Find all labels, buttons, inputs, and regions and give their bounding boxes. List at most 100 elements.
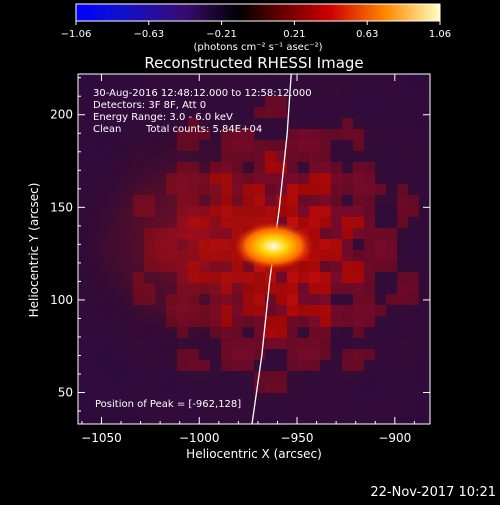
image-pixel [408,107,420,119]
image-pixel [254,107,266,119]
image-pixel [287,85,299,97]
colorbar-tick-label: −1.06 [61,29,92,40]
image-pixel [265,327,277,339]
image-pixel [408,305,420,317]
image-pixel [386,415,398,424]
image-pixel [133,349,145,361]
image-pixel [320,129,332,141]
image-pixel [342,393,354,405]
peak-position-text: Position of Peak = [-962,128] [95,399,241,410]
image-pixel [309,74,321,86]
image-pixel [122,393,134,405]
image-pixel [144,360,156,372]
image-pixel [89,382,101,394]
image-pixel [298,107,310,119]
image-pixel [232,349,244,361]
image-pixel [364,338,376,350]
image-pixel [353,360,365,372]
image-pixel [408,151,420,163]
image-pixel [386,349,398,361]
image-pixel [320,382,332,394]
image-pixel [210,382,222,394]
image-pixel [78,327,90,339]
image-pixel [397,393,409,405]
image-pixel [419,283,430,295]
image-pixel [100,140,112,152]
image-pixel [276,360,288,372]
image-pixel [375,316,387,328]
colorbar-tick-label: −0.21 [206,29,237,40]
image-pixel [342,173,354,185]
image-pixel [419,415,430,424]
image-pixel [100,382,112,394]
image-pixel [408,294,420,306]
image-pixel [364,173,376,185]
image-pixel [364,371,376,383]
image-pixel [243,129,255,141]
image-pixel [144,349,156,361]
image-pixel [353,305,365,317]
image-pixel [320,316,332,328]
image-pixel [386,162,398,174]
image-pixel [166,404,178,416]
image-pixel [133,393,145,405]
image-pixel [386,404,398,416]
image-pixel [199,85,211,97]
image-pixel [386,206,398,218]
image-pixel [364,228,376,240]
image-pixel [320,74,332,86]
image-pixel [276,349,288,361]
image-pixel [122,107,134,119]
image-pixel [408,140,420,152]
image-pixel [78,129,90,141]
image-pixel [386,151,398,163]
image-pixel [397,283,409,295]
image-pixel [232,371,244,383]
image-pixel [342,85,354,97]
image-pixel [287,393,299,405]
image-pixel [353,294,365,306]
image-pixel [144,404,156,416]
image-pixel [342,327,354,339]
image-pixel [397,316,409,328]
image-pixel [419,316,430,328]
image-pixel [342,74,354,86]
image-pixel [364,217,376,229]
image-pixel [254,415,266,424]
image-pixel [287,382,299,394]
image-pixel [298,338,310,350]
image-pixel [111,371,123,383]
image-pixel [276,393,288,405]
image-pixel [331,184,343,196]
y-tick-label: 100 [50,293,73,307]
image-pixel [232,360,244,372]
image-pixel [375,129,387,141]
image-pixel [155,96,167,108]
image-pixel [221,74,233,86]
y-tick-label: 200 [50,108,73,122]
image-pixel [331,129,343,141]
image-pixel [287,316,299,328]
image-pixel [375,272,387,284]
image-pixel [166,96,178,108]
image-pixel [331,404,343,416]
image-pixel [89,96,101,108]
image-pixel [78,338,90,350]
image-pixel [386,382,398,394]
image-pixel [331,85,343,97]
image-pixel [287,74,299,86]
image-pixel [342,360,354,372]
image-pixel [408,360,420,372]
image-pixel [298,371,310,383]
image-pixel [331,305,343,317]
image-pixel [78,371,90,383]
image-pixel [177,371,189,383]
image-pixel [199,107,211,119]
image-pixel [254,129,266,141]
image-pixel [375,96,387,108]
image-pixel [221,382,233,394]
image-pixel [298,85,310,97]
image-pixel [122,371,134,383]
image-pixel [298,316,310,328]
